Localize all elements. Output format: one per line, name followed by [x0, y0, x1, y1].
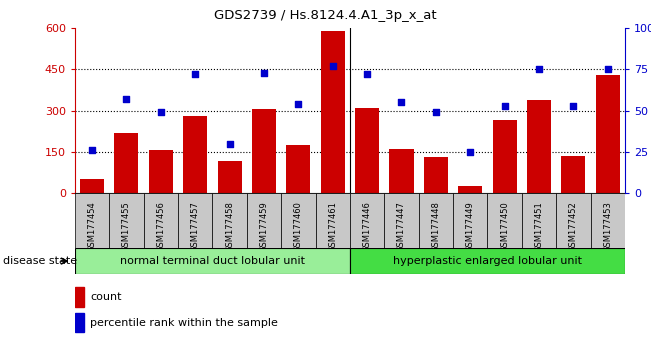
- Bar: [149, 150, 173, 193]
- Bar: [350, 193, 384, 248]
- Text: GSM177449: GSM177449: [465, 201, 475, 252]
- Bar: [80, 179, 104, 193]
- Point: [499, 103, 510, 109]
- Bar: [389, 149, 413, 193]
- Bar: [527, 100, 551, 193]
- Text: GSM177453: GSM177453: [603, 201, 613, 252]
- Point: [121, 96, 132, 102]
- Bar: [247, 193, 281, 248]
- Bar: [596, 75, 620, 193]
- Point: [258, 70, 269, 76]
- Bar: [144, 193, 178, 248]
- Bar: [178, 193, 212, 248]
- Bar: [561, 156, 585, 193]
- Text: GSM177461: GSM177461: [328, 201, 337, 252]
- Bar: [384, 193, 419, 248]
- Text: GSM177456: GSM177456: [156, 201, 165, 252]
- Text: GSM177459: GSM177459: [260, 201, 268, 252]
- Text: GSM177458: GSM177458: [225, 201, 234, 252]
- Bar: [183, 116, 207, 193]
- Point: [568, 103, 579, 109]
- Point: [534, 67, 544, 72]
- Text: disease state: disease state: [3, 256, 77, 266]
- Bar: [75, 313, 84, 332]
- Text: GSM177450: GSM177450: [500, 201, 509, 252]
- Bar: [355, 108, 379, 193]
- Point: [431, 109, 441, 115]
- Point: [327, 63, 338, 69]
- Bar: [75, 287, 84, 307]
- Bar: [115, 133, 139, 193]
- Bar: [217, 161, 242, 193]
- Bar: [419, 193, 453, 248]
- Bar: [458, 186, 482, 193]
- Bar: [212, 193, 247, 248]
- Point: [87, 147, 97, 153]
- Text: GSM177447: GSM177447: [397, 201, 406, 252]
- Bar: [493, 120, 517, 193]
- Text: GDS2739 / Hs.8124.4.A1_3p_x_at: GDS2739 / Hs.8124.4.A1_3p_x_at: [214, 9, 437, 22]
- Bar: [281, 193, 316, 248]
- Bar: [522, 193, 556, 248]
- Text: count: count: [90, 292, 122, 302]
- Text: GSM177460: GSM177460: [294, 201, 303, 252]
- Point: [603, 67, 613, 72]
- Point: [293, 101, 303, 107]
- Bar: [321, 31, 345, 193]
- Bar: [316, 193, 350, 248]
- Bar: [75, 193, 109, 248]
- Point: [225, 141, 235, 147]
- Point: [190, 72, 201, 77]
- Text: GSM177446: GSM177446: [363, 201, 372, 252]
- Bar: [488, 193, 522, 248]
- Bar: [252, 109, 276, 193]
- Point: [465, 149, 475, 155]
- Point: [362, 72, 372, 77]
- Bar: [286, 145, 311, 193]
- Bar: [453, 193, 488, 248]
- Text: hyperplastic enlarged lobular unit: hyperplastic enlarged lobular unit: [393, 256, 582, 266]
- Bar: [109, 193, 144, 248]
- Text: percentile rank within the sample: percentile rank within the sample: [90, 318, 279, 328]
- Bar: [350, 248, 625, 274]
- Bar: [75, 248, 350, 274]
- Text: GSM177451: GSM177451: [534, 201, 544, 252]
- Text: normal terminal duct lobular unit: normal terminal duct lobular unit: [120, 256, 305, 266]
- Text: GSM177457: GSM177457: [191, 201, 200, 252]
- Text: GSM177452: GSM177452: [569, 201, 578, 252]
- Text: GSM177448: GSM177448: [432, 201, 440, 252]
- Bar: [590, 193, 625, 248]
- Bar: [556, 193, 590, 248]
- Bar: [424, 157, 448, 193]
- Point: [156, 109, 166, 115]
- Text: GSM177454: GSM177454: [87, 201, 96, 252]
- Text: GSM177455: GSM177455: [122, 201, 131, 252]
- Point: [396, 99, 407, 105]
